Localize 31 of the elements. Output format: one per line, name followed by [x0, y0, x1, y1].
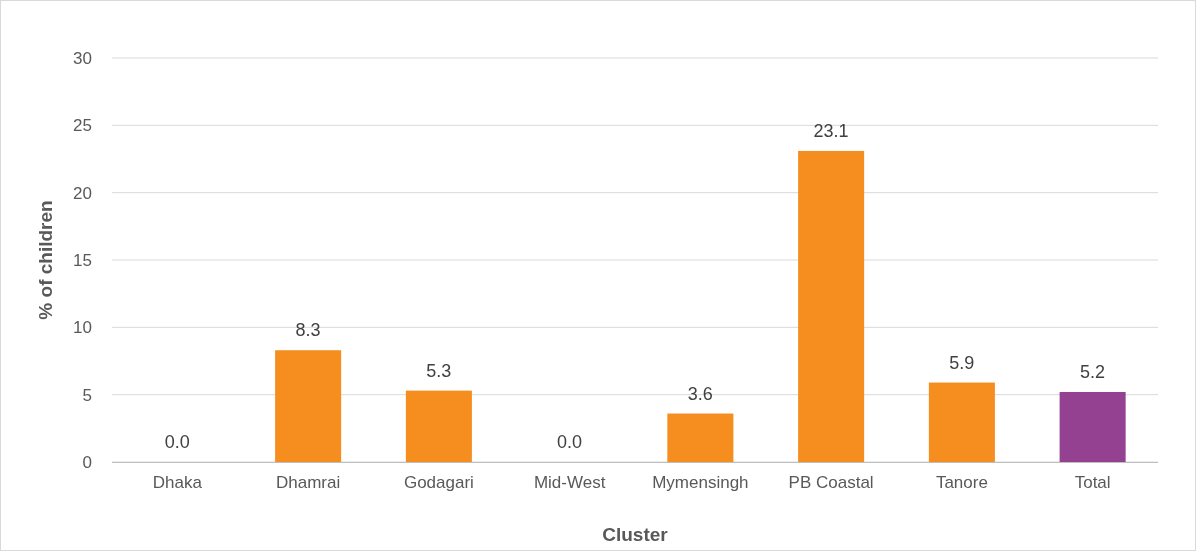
bar: [1059, 391, 1126, 462]
y-axis-title: % of children: [35, 200, 56, 320]
y-tick-label: 0: [82, 452, 92, 472]
x-tick-label: Tanore: [935, 473, 988, 493]
x-tick-label: Godagari: [403, 473, 474, 493]
bar: [928, 382, 995, 462]
y-tick-label: 10: [73, 318, 92, 338]
y-tick-label: 20: [73, 183, 92, 203]
y-tick-label: 5: [82, 385, 92, 405]
x-tick-label: Dhaka: [152, 473, 203, 493]
bar: [667, 413, 734, 462]
x-tick-label: PB Coastal: [788, 473, 874, 493]
bar: [798, 150, 865, 462]
data-label: 3.6: [687, 383, 713, 404]
data-label: 5.9: [949, 352, 975, 373]
y-tick-label: 15: [73, 250, 92, 270]
y-tick-label: 30: [73, 48, 92, 68]
bar: [275, 350, 342, 462]
bar: [405, 390, 472, 462]
data-label: 5.3: [426, 360, 452, 381]
y-tick-label: 25: [73, 116, 92, 136]
x-tick-label: Mid-West: [533, 473, 606, 493]
x-tick-label: Mymensingh: [652, 473, 749, 493]
x-axis-title: Cluster: [602, 524, 669, 545]
data-label: 0.0: [557, 432, 583, 452]
data-label: 5.2: [1080, 361, 1106, 382]
data-label: 0.0: [164, 432, 190, 452]
x-tick-label: Total: [1074, 473, 1111, 493]
data-label: 8.3: [295, 320, 321, 341]
data-label: 23.1: [813, 120, 849, 141]
x-tick-label: Dhamrai: [276, 473, 341, 493]
